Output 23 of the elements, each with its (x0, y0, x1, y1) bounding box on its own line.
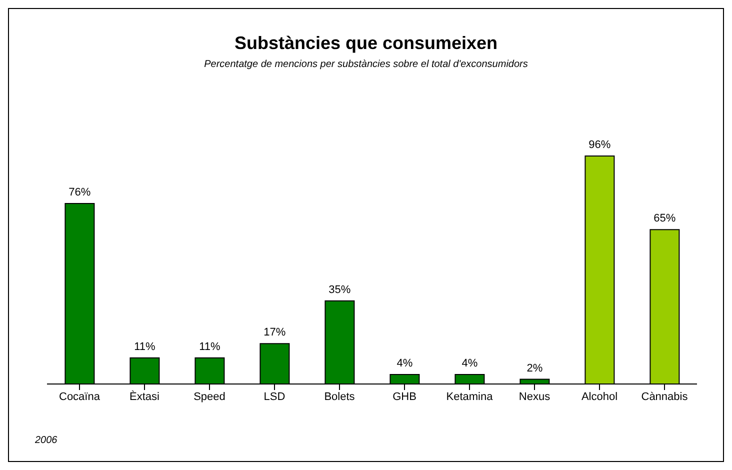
data-label: 2% (526, 362, 543, 374)
chart-title: Substàncies que consumeixen (233, 33, 499, 54)
x-tick-label: Èxtasi (130, 390, 160, 403)
x-tick-label: Bolets (324, 390, 356, 403)
x-tick-label: LSD (264, 390, 286, 403)
x-tick-label: Cànnabis (641, 390, 688, 403)
data-label: 65% (654, 212, 676, 225)
text: 2006 (35, 435, 58, 446)
data-label: 4% (462, 358, 478, 370)
data-label: 11% (199, 340, 221, 353)
x-tick-label: GHB (392, 390, 416, 403)
data-label: 35% (328, 284, 351, 296)
data-label: 96% (588, 139, 611, 151)
x-tick-label: Cocaïna (59, 390, 101, 403)
data-label: 17% (264, 326, 286, 339)
data-label: 4% (396, 358, 413, 370)
x-tick-label: Alcohol (581, 390, 618, 403)
x-tick-label: Speed (194, 390, 226, 403)
data-label: 11% (134, 340, 156, 353)
x-tick-label: Nexus (518, 390, 551, 403)
chart-subtitle: Percentatge de mencions per substàncies sobre el total d'exconsumidors (203, 59, 529, 70)
x-tick-label: Ketamina (446, 390, 494, 403)
data-label: 76% (68, 186, 91, 198)
